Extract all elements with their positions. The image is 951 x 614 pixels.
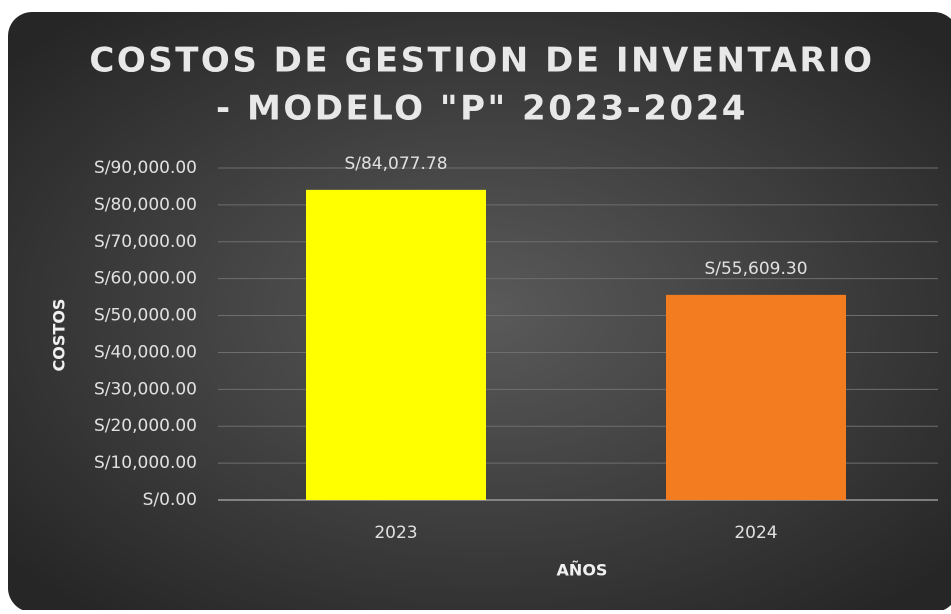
chart-title-line: - MODELO "P" 2023-2024 [216, 89, 748, 129]
y-tick-label: S/50,000.00 [94, 306, 197, 326]
y-tick-label: S/70,000.00 [94, 232, 197, 252]
bar [666, 294, 846, 500]
y-tick-label: S/20,000.00 [94, 416, 197, 436]
data-label: S/84,077.78 [344, 154, 447, 174]
plot-area: S/0.00 S/10,000.00 S/20,000.00 S/30,000.00 S… [94, 154, 938, 543]
y-tick-label: S/90,000.00 [94, 158, 197, 178]
data-label: S/55,609.30 [704, 259, 807, 279]
x-tick-label: 2023 [374, 523, 417, 543]
y-tick-label: S/60,000.00 [94, 269, 197, 289]
y-tick-label: S/0.00 [143, 490, 197, 510]
y-tick-label: S/30,000.00 [94, 379, 197, 399]
x-axis-title: AÑOS [557, 561, 608, 580]
y-tick-label: S/40,000.00 [94, 342, 197, 362]
y-axis-title: COSTOS [50, 299, 69, 372]
y-tick-label: S/10,000.00 [94, 453, 197, 473]
bar [306, 189, 486, 500]
y-tick-label: S/80,000.00 [94, 195, 197, 215]
x-tick-label: 2024 [734, 523, 777, 543]
chart-title-line: COSTOS DE GESTION DE INVENTARIO [89, 41, 874, 81]
